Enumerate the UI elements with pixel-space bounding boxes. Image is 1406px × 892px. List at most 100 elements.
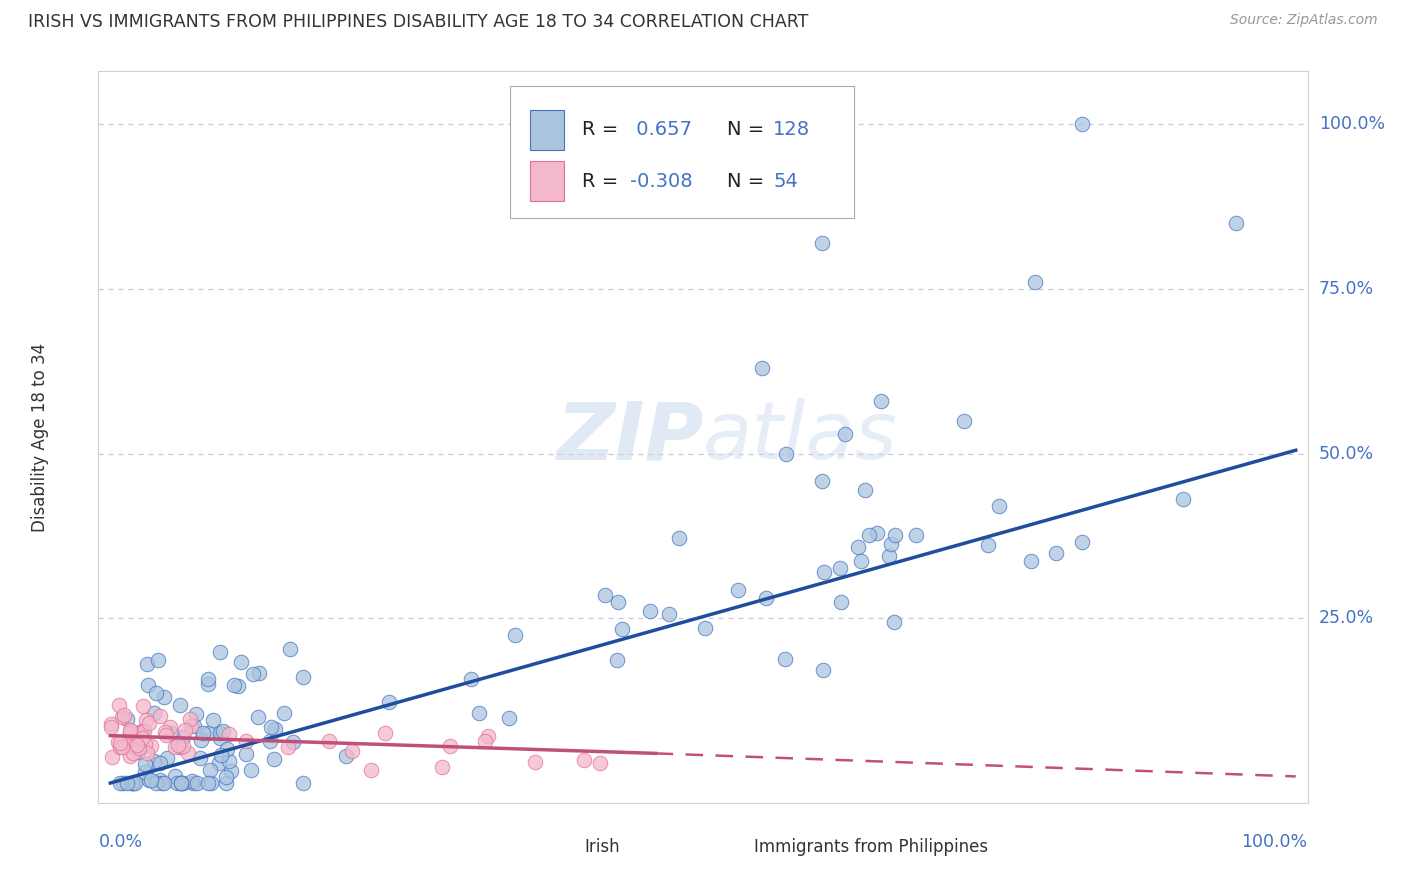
Text: 25.0%: 25.0% xyxy=(1319,609,1374,627)
Text: N =: N = xyxy=(727,171,770,191)
Point xyxy=(108,739,131,754)
Point xyxy=(197,676,219,690)
Point xyxy=(477,729,499,743)
Point xyxy=(183,719,205,733)
Point xyxy=(523,755,546,769)
Point xyxy=(335,748,357,763)
Point xyxy=(134,764,156,779)
Point xyxy=(240,763,263,777)
Point xyxy=(134,756,156,771)
Point xyxy=(118,727,141,741)
Point xyxy=(866,526,889,541)
Point xyxy=(498,711,520,725)
Point xyxy=(1024,275,1046,289)
Point xyxy=(263,723,285,737)
Point xyxy=(260,720,283,734)
Point xyxy=(218,726,240,740)
Point xyxy=(278,641,301,656)
Point xyxy=(176,747,198,761)
Point xyxy=(115,776,138,790)
Point xyxy=(858,527,880,541)
Point xyxy=(120,724,142,739)
Point xyxy=(606,653,628,667)
Text: ZIP: ZIP xyxy=(555,398,703,476)
Point xyxy=(610,622,633,636)
Point xyxy=(1071,535,1094,549)
Point xyxy=(439,739,461,753)
Point xyxy=(128,729,150,743)
Text: 0.657: 0.657 xyxy=(630,120,692,139)
Point xyxy=(574,753,596,767)
Point xyxy=(879,537,901,551)
Point xyxy=(811,475,834,489)
Point xyxy=(188,751,211,765)
Point xyxy=(259,734,281,748)
Point xyxy=(222,678,245,692)
Point xyxy=(879,549,901,563)
Point xyxy=(853,483,876,497)
Point xyxy=(834,426,856,441)
Point xyxy=(218,755,240,769)
Point xyxy=(292,776,315,790)
Point xyxy=(145,686,167,700)
Point xyxy=(197,776,219,790)
Point xyxy=(830,561,852,575)
Point xyxy=(810,235,832,250)
Point xyxy=(640,604,662,618)
Point xyxy=(149,773,172,788)
Point xyxy=(111,710,134,724)
Point xyxy=(153,776,176,790)
Point xyxy=(167,738,190,752)
Point xyxy=(1045,546,1067,560)
Point xyxy=(235,733,257,747)
Point xyxy=(883,615,905,629)
Point xyxy=(727,582,749,597)
Point xyxy=(273,706,295,720)
Point xyxy=(249,665,271,680)
Point xyxy=(432,759,454,773)
Text: Immigrants from Philippines: Immigrants from Philippines xyxy=(754,838,988,855)
Point xyxy=(156,751,179,765)
Point xyxy=(174,723,197,737)
Point xyxy=(811,663,834,677)
Point xyxy=(226,680,249,694)
Point xyxy=(215,770,238,784)
Point xyxy=(378,695,401,709)
Point xyxy=(1225,216,1247,230)
Point xyxy=(169,740,191,755)
Point xyxy=(468,706,491,720)
Point xyxy=(1071,117,1094,131)
FancyBboxPatch shape xyxy=(546,832,576,862)
Point xyxy=(112,708,135,723)
Point xyxy=(360,763,382,777)
Point xyxy=(100,750,122,764)
Point xyxy=(160,726,183,740)
Point xyxy=(169,776,191,790)
Point xyxy=(374,726,396,740)
Point xyxy=(131,731,153,745)
Point xyxy=(118,723,141,738)
Point xyxy=(179,712,201,726)
Point xyxy=(145,776,167,790)
Point xyxy=(830,595,852,609)
Point xyxy=(197,673,219,687)
Text: N =: N = xyxy=(727,120,770,139)
Point xyxy=(131,724,153,739)
Point xyxy=(208,645,231,659)
Point xyxy=(127,738,149,752)
Point xyxy=(111,776,134,790)
Point xyxy=(165,769,187,783)
Point xyxy=(952,414,974,428)
Point xyxy=(291,670,314,684)
Point xyxy=(139,772,162,787)
Point xyxy=(115,712,138,726)
FancyBboxPatch shape xyxy=(530,161,564,202)
Text: Source: ZipAtlas.com: Source: ZipAtlas.com xyxy=(1230,13,1378,28)
Text: 100.0%: 100.0% xyxy=(1319,115,1385,133)
Point xyxy=(209,731,232,745)
Point xyxy=(773,652,796,666)
Point xyxy=(142,754,165,768)
Point xyxy=(775,446,797,460)
Text: -0.308: -0.308 xyxy=(630,171,693,191)
Point xyxy=(191,725,214,739)
